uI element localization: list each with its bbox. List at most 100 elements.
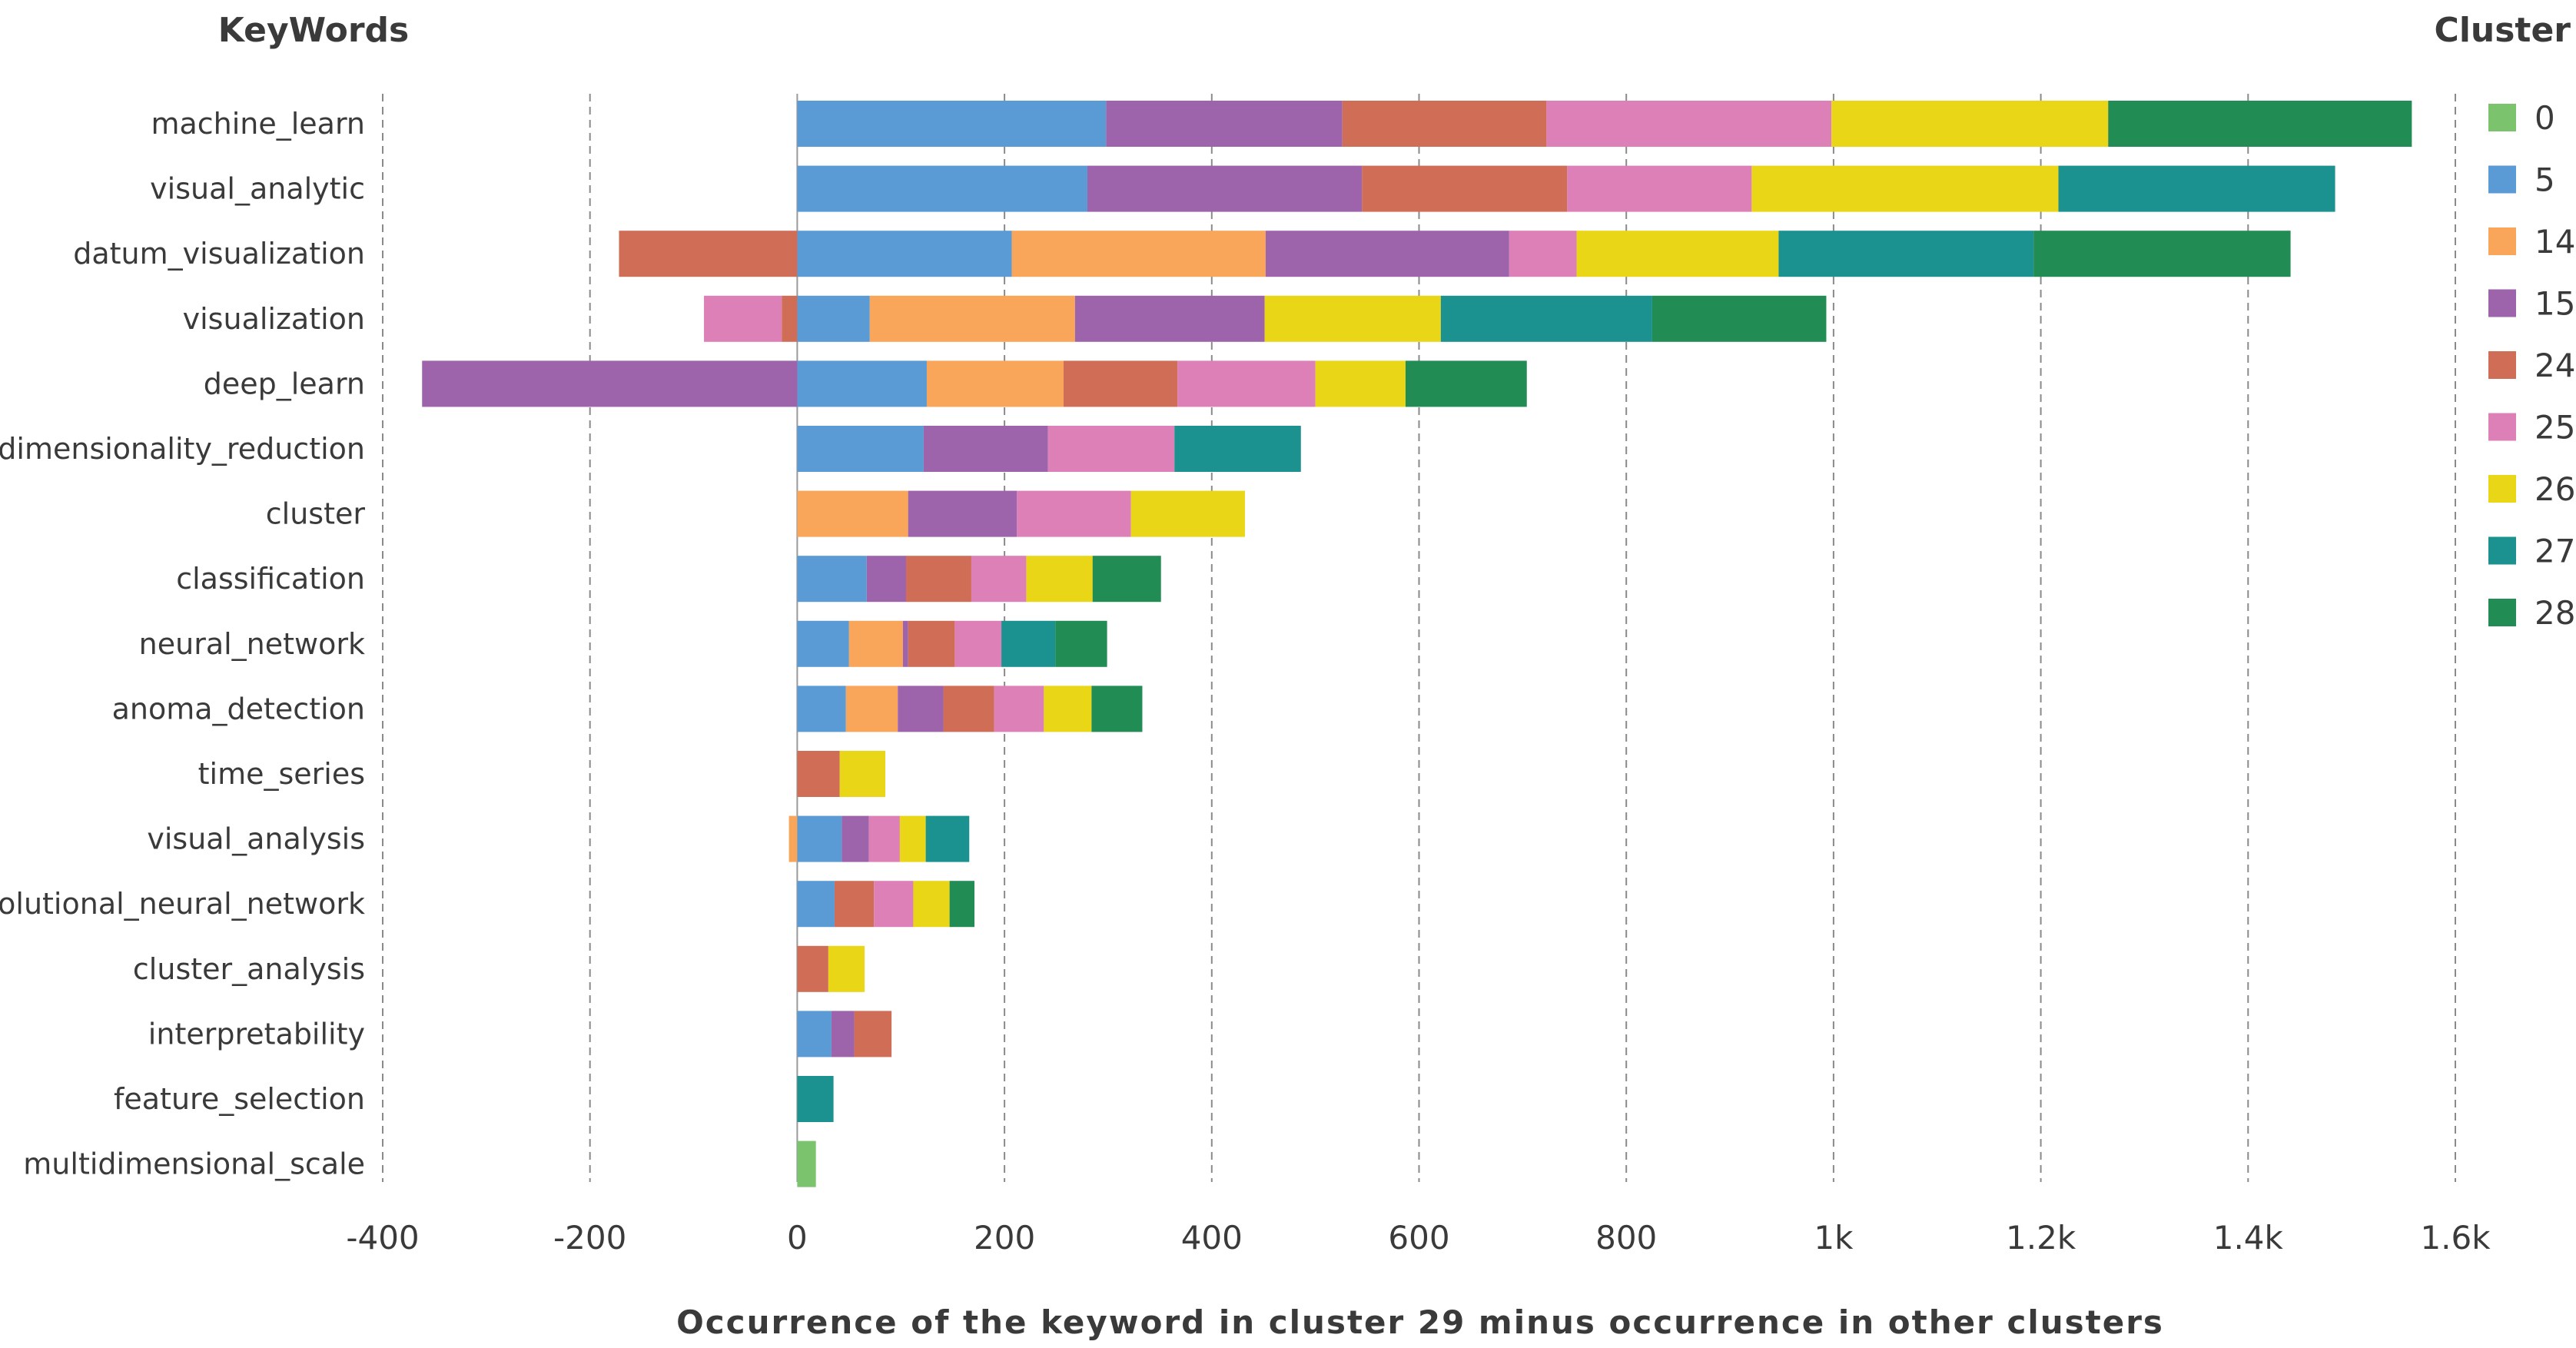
bar-machine_learn-cluster-15: [1106, 101, 1343, 147]
bar-neural_network-cluster-28: [1055, 620, 1107, 667]
bar-multidimensional_scale-cluster-0: [797, 1140, 816, 1187]
bar-cluster-cluster-25: [1017, 490, 1131, 537]
bar-feature_selection-cluster-27: [797, 1076, 834, 1122]
bar-dimensionality_reduction-cluster-27: [1174, 426, 1301, 472]
category-label: visual_analysis: [147, 822, 365, 856]
x-tick-label: 1.6k: [2420, 1219, 2491, 1257]
legend-label: 26: [2535, 470, 2575, 508]
bar-anoma_detection-cluster-14: [845, 686, 898, 732]
bar-visualization-cluster-24: [782, 295, 798, 342]
bar-visualization-cluster-27: [1440, 295, 1652, 342]
x-tick-label: 600: [1388, 1219, 1449, 1257]
bar-datum_visualization-cluster-27: [1778, 231, 2034, 277]
x-tick-label: 1.2k: [2006, 1219, 2076, 1257]
bar-deep_learn-cluster-5: [797, 360, 927, 407]
legend: 0 5 14 15 24 25 26 27 28: [2488, 99, 2575, 632]
bar-neural_network-cluster-27: [1001, 620, 1056, 667]
bar-datum_visualization-cluster-25: [1509, 231, 1577, 277]
bar-visual_analytic-cluster-25: [1567, 165, 1752, 212]
bar-visualization-cluster-14: [869, 295, 1075, 342]
bar-interpretability-cluster-15: [831, 1011, 855, 1057]
legend-label: 25: [2535, 409, 2575, 447]
bar-deep_learn-cluster-28: [1405, 360, 1527, 407]
bar-classification-cluster-24: [905, 556, 971, 603]
bar-dimensionality_reduction-cluster-5: [797, 426, 924, 472]
bar-visual_analytic-cluster-15: [1087, 165, 1363, 212]
bar-convolutional_neural_network-cluster-25: [874, 881, 914, 928]
bar-dimensionality_reduction-cluster-25: [1047, 426, 1175, 472]
category-label: time_series: [198, 757, 365, 791]
legend-label: 0: [2535, 99, 2555, 137]
legend-label: 24: [2535, 347, 2575, 384]
bar-datum_visualization-cluster-14: [1011, 231, 1266, 277]
bar-convolutional_neural_network-cluster-28: [949, 881, 974, 928]
legend-swatch-14: [2488, 227, 2516, 255]
bar-datum_visualization-cluster-28: [2033, 231, 2291, 277]
bar-visualization-cluster-28: [1651, 295, 1827, 342]
bar-anoma_detection-cluster-24: [943, 686, 994, 732]
category-label: dimensionality_reduction: [0, 432, 365, 466]
bar-visualization-cluster-26: [1264, 295, 1441, 342]
bar-visual_analytic-cluster-24: [1362, 165, 1568, 212]
category-label: classification: [176, 562, 365, 596]
x-tick-label: 0: [787, 1219, 808, 1257]
legend-swatch-26: [2488, 475, 2516, 503]
bar-datum_visualization-cluster-26: [1576, 231, 1779, 277]
category-label: neural_network: [139, 627, 365, 661]
bar-neural_network-cluster-5: [797, 620, 849, 667]
bar-deep_learn-cluster-24: [1063, 360, 1178, 407]
legend-swatch-28: [2488, 599, 2516, 626]
legend-label: 14: [2535, 223, 2575, 261]
category-label: cluster_analysis: [133, 952, 365, 986]
bar-cluster_analysis-cluster-24: [797, 945, 828, 992]
category-label: deep_learn: [204, 367, 365, 400]
bar-anoma_detection-cluster-26: [1044, 686, 1092, 732]
bar-visual_analytic-cluster-27: [2058, 165, 2335, 212]
legend-swatch-25: [2488, 413, 2516, 441]
legend-label: 28: [2535, 594, 2575, 632]
bar-time_series-cluster-26: [839, 751, 886, 797]
x-tick-label: -400: [346, 1219, 419, 1257]
bar-dimensionality_reduction-cluster-15: [923, 426, 1048, 472]
x-tick-labels: -400 -200 0 200 400 600 800 1k 1.2k 1.4k 1.6k: [346, 1219, 2491, 1257]
bar-cluster_analysis-cluster-26: [828, 945, 865, 992]
bar-classification-cluster-5: [797, 556, 867, 603]
bar-visualization-cluster-25: [704, 295, 782, 342]
category-label: datum_visualization: [73, 237, 365, 271]
legend-swatch-27: [2488, 536, 2516, 565]
bar-machine_learn-cluster-25: [1546, 101, 1832, 147]
bar-visual_analysis-cluster-15: [842, 815, 869, 862]
bar-anoma_detection-cluster-15: [898, 686, 944, 732]
bar-visualization-cluster-15: [1074, 295, 1265, 342]
bar-convolutional_neural_network-cluster-26: [913, 881, 950, 928]
legend-label: 5: [2535, 161, 2555, 199]
bar-classification-cluster-28: [1092, 556, 1161, 603]
legend-swatch-5: [2488, 165, 2516, 194]
x-tick-label: 1k: [1814, 1219, 1854, 1257]
bar-cluster-cluster-26: [1130, 490, 1245, 537]
x-tick-label: -200: [553, 1219, 626, 1257]
category-label: visual_analytic: [150, 172, 365, 206]
bar-time_series-cluster-24: [797, 751, 840, 797]
bar-visual_analytic-cluster-26: [1751, 165, 2059, 212]
bar-machine_learn-cluster-26: [1831, 101, 2109, 147]
legend-label: 15: [2535, 285, 2575, 323]
x-tick-label: 200: [974, 1219, 1035, 1257]
category-label: anoma_detection: [112, 692, 365, 725]
bar-neural_network-cluster-14: [848, 620, 903, 667]
bar-visual_analysis-cluster-26: [899, 815, 926, 862]
legend-swatch-24: [2488, 351, 2516, 379]
bar-machine_learn-cluster-5: [797, 101, 1107, 147]
category-label: interpretability: [148, 1017, 365, 1051]
bar-anoma_detection-cluster-28: [1091, 686, 1143, 732]
category-label: feature_selection: [114, 1082, 365, 1116]
category-label: cluster: [266, 497, 366, 531]
bar-interpretability-cluster-24: [854, 1011, 892, 1057]
bar-cluster-cluster-14: [797, 490, 908, 537]
bar-visual_analysis-cluster-5: [797, 815, 842, 862]
bar-machine_learn-cluster-24: [1342, 101, 1547, 147]
category-labels: machine_learn visual_analytic datum_visual…: [0, 107, 365, 1181]
category-label: visualization: [183, 302, 365, 336]
category-label: multidimensional_scale: [23, 1147, 365, 1181]
